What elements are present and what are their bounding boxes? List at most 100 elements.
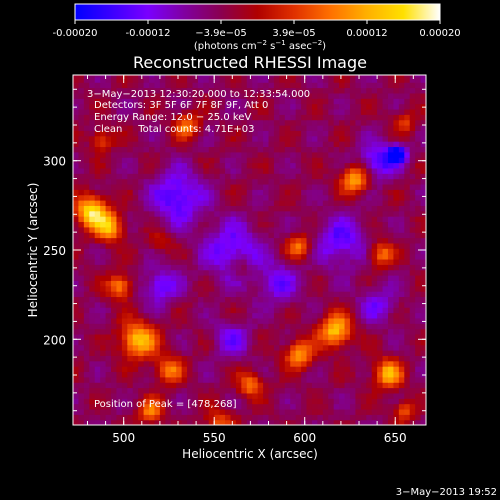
- heatmap-cell: [197, 221, 204, 228]
- heatmap-cell: [197, 264, 204, 271]
- heatmap-cell: [349, 387, 356, 394]
- heatmap-cell: [387, 414, 395, 421]
- heatmap-cell: [295, 114, 302, 121]
- heatmap-cell: [377, 119, 384, 126]
- heatmap-cell: [284, 98, 291, 105]
- heatmap-cell: [181, 398, 188, 405]
- heatmap-cell: [333, 323, 340, 330]
- heatmap-cell: [219, 167, 226, 174]
- heatmap-cell: [398, 76, 405, 83]
- heatmap-cell: [404, 323, 411, 330]
- heatmap-cell: [415, 114, 422, 121]
- heatmap-cell: [398, 296, 405, 303]
- heatmap-cell: [143, 398, 150, 405]
- heatmap-cell: [398, 135, 405, 142]
- heatmap-cell: [279, 173, 286, 180]
- heatmap-cell: [366, 398, 373, 405]
- heatmap-cell: [252, 419, 259, 425]
- heatmap-cell: [404, 398, 411, 405]
- heatmap-cell: [377, 178, 384, 185]
- heatmap-cell: [398, 333, 405, 340]
- heatmap-cell: [273, 296, 280, 303]
- heatmap-cell: [415, 344, 422, 351]
- heatmap-cell: [121, 173, 128, 180]
- heatmap-cell: [415, 355, 422, 362]
- heatmap-cell: [263, 387, 270, 394]
- heatmap-cell: [360, 317, 367, 324]
- heatmap-cell: [219, 125, 226, 131]
- heatmap-cell: [284, 108, 291, 115]
- heatmap-cell: [404, 333, 411, 340]
- heatmap-cell: [398, 291, 405, 298]
- heatmap-cell: [355, 398, 362, 405]
- heatmap-cell: [295, 419, 302, 425]
- heatmap-cell: [371, 328, 378, 335]
- heatmap-cell: [257, 210, 264, 217]
- heatmap-cell: [89, 253, 96, 260]
- heatmap-cell: [317, 248, 324, 255]
- heatmap-cell: [349, 167, 356, 174]
- heatmap-cell: [273, 366, 280, 373]
- heatmap-cell: [235, 173, 242, 180]
- heatmap-cell: [420, 339, 426, 346]
- heatmap-cell: [382, 237, 389, 244]
- heatmap-cell: [284, 103, 291, 110]
- heatmap-cell: [132, 312, 139, 319]
- heatmap-cell: [214, 344, 221, 351]
- heatmap-cell: [241, 205, 248, 212]
- heatmap-cell: [377, 408, 384, 415]
- heatmap-cell: [246, 226, 253, 233]
- heatmap-cell: [214, 328, 221, 335]
- heatmap-cell: [187, 242, 194, 249]
- heatmap-cell: [241, 92, 248, 99]
- heatmap-cell: [263, 114, 270, 121]
- heatmap-cell: [257, 360, 264, 367]
- heatmap-cell: [116, 146, 123, 153]
- heatmap-cell: [214, 75, 221, 78]
- heatmap-cell: [317, 114, 324, 121]
- heatmap-cell: [73, 98, 80, 105]
- heatmap-cell: [138, 408, 145, 415]
- heatmap-cell: [333, 387, 340, 394]
- heatmap-cell: [301, 387, 308, 394]
- heatmap-cell: [263, 382, 270, 389]
- heatmap-cell: [127, 87, 134, 94]
- heatmap-cell: [208, 194, 215, 201]
- heatmap-cell: [257, 376, 264, 383]
- heatmap-cell: [355, 242, 362, 249]
- heatmap-cell: [382, 92, 389, 99]
- heatmap-cell: [138, 237, 145, 244]
- heatmap-cell: [225, 344, 232, 351]
- heatmap-cell: [387, 226, 395, 233]
- heatmap-cell: [339, 237, 346, 244]
- heatmap-cell: [116, 258, 123, 265]
- heatmap-cell: [78, 189, 85, 196]
- heatmap-cell: [214, 151, 221, 158]
- heatmap-cell: [241, 253, 248, 260]
- heatmap-cell: [111, 312, 118, 319]
- heatmap-cell: [246, 125, 253, 131]
- heatmap-cell: [165, 323, 172, 330]
- heatmap-cell: [404, 183, 411, 190]
- heatmap-cell: [73, 355, 80, 362]
- heatmap-cell: [301, 307, 308, 314]
- heatmap-cell: [328, 253, 335, 260]
- heatmap-cell: [149, 205, 156, 212]
- heatmap-cell: [181, 350, 188, 356]
- heatmap-cell: [83, 291, 90, 298]
- heatmap-cell: [241, 76, 248, 83]
- heatmap-cell: [149, 328, 156, 335]
- heatmap-cell: [333, 157, 340, 164]
- heatmap-cell: [143, 419, 150, 425]
- heatmap-cell: [197, 328, 204, 335]
- heatmap-cell: [295, 403, 302, 410]
- heatmap-cell: [409, 151, 416, 158]
- heatmap-cell: [100, 371, 107, 378]
- heatmap-cell: [230, 307, 237, 314]
- heatmap-cell: [273, 151, 280, 158]
- heatmap-cell: [159, 339, 166, 346]
- heatmap-cell: [105, 205, 112, 212]
- heatmap-cell: [252, 398, 259, 405]
- heatmap-cell: [420, 162, 426, 169]
- heatmap-cell: [409, 328, 416, 335]
